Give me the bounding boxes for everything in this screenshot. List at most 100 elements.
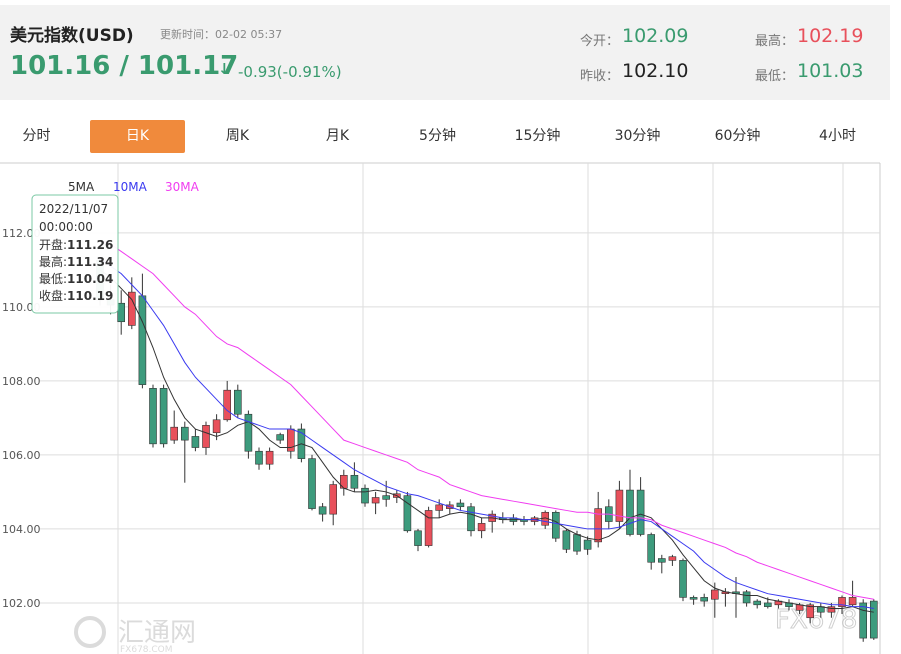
stat-value: 102.09 — [622, 25, 689, 47]
candle-body — [700, 597, 709, 602]
candle-body — [414, 530, 422, 546]
ma-line — [99, 269, 874, 613]
legend-label: 10MA — [113, 180, 148, 194]
candle-body — [859, 602, 868, 639]
legend: 5MA 10MA 30MA — [68, 180, 200, 194]
candle-body — [138, 295, 147, 385]
y-tick-label: 110.00 — [2, 301, 41, 314]
tooltip-value: 111.34 — [67, 255, 113, 269]
candle-body — [573, 534, 581, 552]
tooltip-value: 110.04 — [67, 272, 113, 286]
tooltip: 2022/11/07 00:00:00 开盘:111.26最高:111.34最低… — [31, 194, 119, 314]
ma-line — [99, 258, 874, 609]
y-tick-label: 104.00 — [2, 523, 41, 536]
period-tab[interactable]: 4小时 — [819, 128, 856, 144]
period-tab[interactable]: 15分钟 — [514, 128, 561, 144]
tooltip-box — [31, 194, 119, 314]
candle-body — [838, 597, 846, 607]
candle-body — [806, 604, 815, 619]
candle-body — [265, 450, 274, 465]
grid: 102.00 104.00 106.00 108.00 110.00 112.00 — [2, 227, 880, 610]
stat-label: 最低： — [755, 69, 795, 84]
candle-body — [583, 539, 592, 550]
candle-body — [128, 291, 136, 326]
watermark-cn: 汇通网 — [118, 618, 196, 648]
candle-body — [329, 484, 338, 515]
candle-body — [763, 602, 772, 607]
legend-label: 30MA — [165, 180, 200, 194]
candle-body — [234, 389, 242, 415]
tooltip-row: 最高:111.34 — [39, 254, 113, 269]
watermark: 汇通网 FX678.COM FX678 — [74, 605, 858, 654]
candle-body — [244, 413, 253, 452]
candle-body — [308, 458, 316, 509]
candle-body — [191, 436, 200, 448]
candle-body — [477, 523, 486, 532]
ma-line — [99, 239, 874, 600]
tooltip-date: 2022/11/07 — [39, 202, 108, 216]
y-tick-label: 108.00 — [2, 375, 41, 388]
watermark-site: FX678.COM — [120, 645, 173, 654]
tooltip-row: 最低:110.04 — [39, 272, 113, 286]
legend-label: 5MA — [68, 180, 95, 194]
candle-body — [562, 530, 571, 550]
period-tabs: 分时 日K 周K 月K 5分钟 15分钟 30分钟 60分钟 4小时 — [0, 120, 890, 154]
candle-body — [117, 302, 125, 323]
y-tick-label: 102.00 — [2, 597, 41, 610]
candle-body — [223, 389, 231, 421]
tooltip-label: 最高: — [39, 254, 67, 269]
candle-body — [403, 495, 412, 532]
candle-body — [626, 489, 634, 535]
change: -0.93(-0.91%) — [238, 63, 342, 81]
candle-body — [170, 426, 178, 441]
candle-body — [467, 506, 475, 532]
tooltip-value: 110.19 — [67, 289, 113, 303]
candle-body — [742, 591, 751, 604]
candle-body — [212, 419, 221, 434]
candle-body — [668, 556, 677, 561]
arrow: ↓ — [218, 60, 231, 78]
tooltip-value: 111.26 — [67, 238, 113, 252]
candle-body — [594, 508, 603, 543]
candle-body — [181, 426, 189, 441]
period-tab[interactable]: 30分钟 — [614, 128, 661, 144]
period-tab[interactable]: 日K — [90, 120, 185, 153]
price: 101.16 / 101.17 — [10, 51, 239, 81]
candle-body — [361, 487, 369, 504]
candle-body — [350, 474, 359, 489]
tooltip-label: 收盘: — [39, 288, 67, 303]
candle-body — [149, 388, 157, 445]
candle-body — [382, 495, 391, 500]
watermark-logo — [74, 616, 106, 648]
stat-value: 102.10 — [622, 60, 689, 82]
candle-body — [753, 600, 762, 606]
candle-body — [615, 489, 624, 522]
candle-body — [456, 502, 465, 508]
quote-header: 美元指数(USD) 更新时间：02-02 05:37 101.16 / 101.… — [0, 5, 890, 100]
candle-body — [636, 489, 645, 535]
y-tick-label: 106.00 — [2, 449, 41, 462]
period-tab[interactable]: 月K — [325, 128, 350, 144]
tooltip-row: 收盘:110.19 — [39, 288, 113, 303]
title: 美元指数(USD) — [10, 26, 134, 46]
candle-body — [848, 597, 857, 606]
period-tab[interactable]: 60分钟 — [714, 128, 761, 144]
candle-body — [710, 589, 719, 600]
candle-body — [202, 425, 210, 448]
stat-value: 102.19 — [797, 25, 864, 47]
period-tab[interactable]: 分时 — [22, 128, 51, 144]
candle-body — [689, 597, 698, 600]
candle-body — [679, 560, 687, 598]
stat-label: 最高： — [755, 34, 795, 49]
period-tab[interactable]: 5分钟 — [419, 128, 456, 144]
watermark-brand: FX678 — [775, 605, 857, 635]
candle-body — [551, 511, 560, 539]
candles — [96, 257, 878, 642]
candle-body — [255, 450, 263, 465]
candle-body — [424, 510, 433, 546]
period-tab[interactable]: 周K — [225, 128, 250, 144]
y-tick-label: 112.00 — [2, 227, 41, 240]
candle-body — [371, 497, 380, 504]
